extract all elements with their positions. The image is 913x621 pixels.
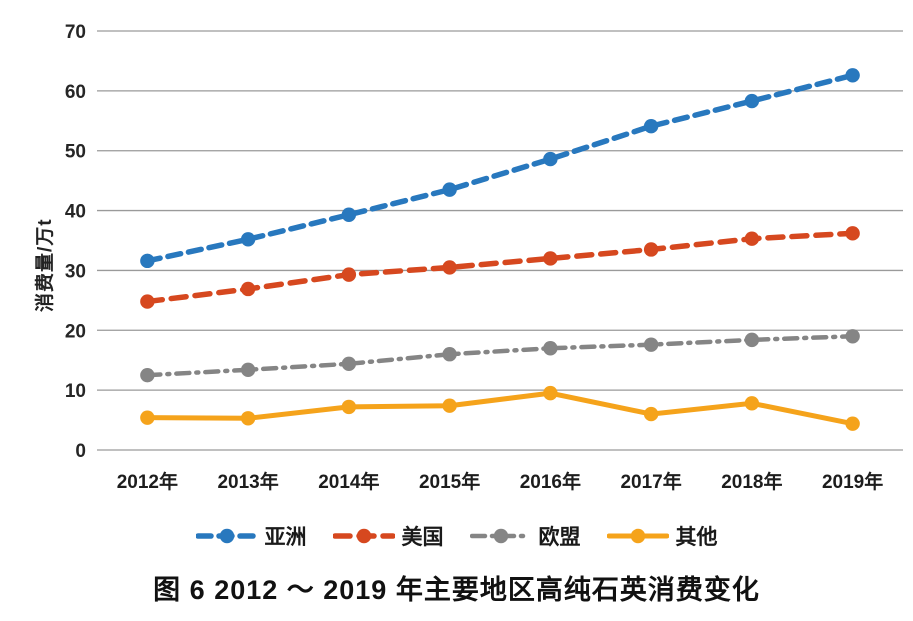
data-point-other-2018年	[744, 396, 760, 411]
data-point-other-2013年	[240, 411, 256, 426]
series-line-eu	[145, 334, 855, 378]
legend-line-sample-asia	[195, 528, 258, 544]
data-point-eu-2015年	[442, 347, 457, 362]
data-point-asia-2013年	[240, 232, 256, 247]
legend-label: 欧盟	[538, 526, 581, 549]
data-point-usa-2015年	[442, 260, 457, 275]
data-point-usa-2014年	[341, 267, 357, 282]
y-tick-label-30: 30	[65, 261, 86, 282]
legend-item-usa: 美国	[332, 521, 444, 551]
legend-item-eu: 欧盟	[469, 521, 581, 551]
data-point-asia-2017年	[643, 118, 659, 134]
x-tick-label-0: 2012年	[117, 470, 178, 493]
y-tick-label-60: 60	[65, 82, 86, 103]
legend-marker-usa	[356, 528, 371, 544]
legend: 亚洲 美国 欧盟 其他	[0, 521, 913, 551]
data-point-usa-2018年	[744, 231, 760, 246]
legend-item-asia: 亚洲	[195, 521, 307, 551]
figure-caption: 图 6 2012 ～ 2019 年主要地区高纯石英消费变化	[153, 575, 760, 605]
data-point-eu-2019年	[845, 329, 860, 344]
data-point-other-2016年	[543, 385, 558, 401]
data-point-other-2019年	[845, 416, 860, 431]
y-tick-label-50: 50	[65, 142, 86, 163]
data-point-usa-2017年	[643, 242, 659, 257]
data-point-usa-2016年	[543, 251, 558, 266]
series-line-usa	[144, 230, 856, 305]
x-tick-label-4: 2016年	[520, 470, 581, 493]
x-tick-label-1: 2013年	[217, 470, 278, 493]
legend-label: 亚洲	[264, 526, 307, 549]
data-point-eu-2016年	[543, 341, 558, 356]
legend-marker-asia	[219, 528, 234, 544]
legend-line-sample-eu	[469, 528, 532, 544]
x-tick-label-5: 2017年	[620, 470, 681, 493]
data-point-eu-2013年	[240, 362, 256, 377]
legend-marker-eu	[493, 528, 508, 544]
legend-line-sample-usa	[332, 528, 395, 544]
x-tick-label-3: 2015年	[419, 470, 480, 493]
series-line-asia	[144, 72, 856, 264]
legend-item-other: 其他	[606, 521, 718, 551]
data-point-asia-2019年	[845, 68, 860, 83]
legend-label: 其他	[675, 526, 718, 549]
data-point-asia-2015年	[442, 182, 457, 197]
data-point-asia-2018年	[744, 93, 760, 109]
legend-label: 美国	[401, 526, 444, 549]
data-point-eu-2012年	[140, 367, 155, 383]
y-tick-label-20: 20	[65, 321, 86, 342]
data-point-eu-2014年	[341, 356, 357, 372]
y-tick-label-10: 10	[65, 381, 86, 402]
data-point-asia-2014年	[341, 207, 357, 222]
y-tick-label-0: 0	[75, 441, 86, 462]
data-point-other-2017年	[643, 406, 659, 422]
series-line-other	[144, 390, 856, 427]
data-point-eu-2018年	[744, 332, 760, 348]
data-point-asia-2016年	[543, 151, 558, 167]
data-point-usa-2012年	[140, 294, 155, 309]
legend-line-sample-other	[606, 528, 669, 544]
data-point-other-2015年	[442, 398, 457, 413]
data-point-eu-2017年	[643, 337, 659, 352]
line-chart: 0 10 20 30 40 50 60 70 2012年 2013年 2014年 2015年 2016年…	[65, 22, 903, 493]
data-point-other-2014年	[341, 399, 357, 415]
legend-marker-other	[630, 528, 645, 544]
data-point-asia-2012年	[140, 253, 155, 269]
y-tick-label-40: 40	[65, 202, 86, 223]
data-point-usa-2019年	[845, 226, 860, 241]
data-point-other-2012年	[140, 410, 155, 425]
x-tick-label-2: 2014年	[318, 470, 379, 493]
y-tick-label-70: 70	[65, 22, 86, 43]
x-tick-label-6: 2018年	[721, 470, 782, 493]
y-axis-title: 消费量/万t	[35, 218, 56, 312]
data-point-usa-2013年	[240, 281, 256, 297]
x-tick-label-7: 2019年	[822, 470, 883, 493]
